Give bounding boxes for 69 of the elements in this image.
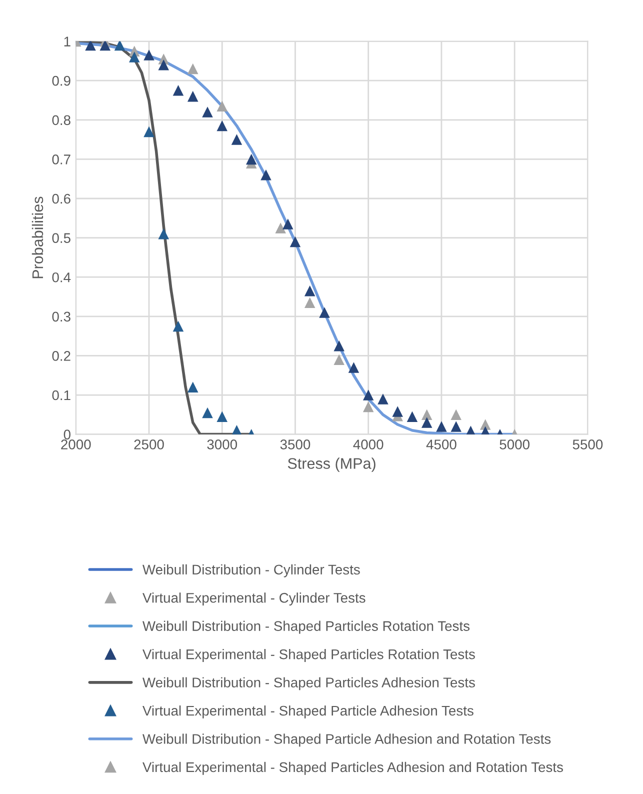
- point: [246, 154, 257, 165]
- y-tick-label: 0.1: [52, 390, 70, 400]
- point: [216, 120, 228, 132]
- point: [158, 59, 169, 70]
- x-tick-label: 4500: [426, 440, 456, 450]
- y-axis-title: Probabilities: [32, 196, 44, 278]
- y-tick-label: 0.8: [52, 115, 70, 126]
- y-tick-label: 0.7: [52, 154, 70, 164]
- point: [202, 106, 213, 118]
- point: [304, 297, 316, 308]
- legend-label: Weibull Distribution - Shaped Particles Adhesion Tests: [142, 677, 475, 690]
- point: [187, 63, 198, 74]
- point: [187, 90, 198, 102]
- point: [304, 285, 316, 296]
- point: [172, 320, 184, 332]
- point: [334, 340, 344, 352]
- point: [100, 41, 110, 51]
- point: [378, 394, 388, 404]
- point: [202, 407, 213, 418]
- point: [260, 170, 272, 180]
- x-tick-label: 4000: [353, 440, 384, 450]
- point: [334, 354, 344, 366]
- y-tick-label: 0.4: [52, 272, 71, 282]
- x-axis-title: Stress (MPa): [288, 458, 376, 472]
- point: [436, 421, 447, 432]
- point: [392, 406, 403, 417]
- point: [216, 100, 228, 112]
- x-tick-label: 5500: [572, 440, 603, 450]
- y-tick-label: 0.3: [52, 312, 70, 322]
- point: [290, 236, 301, 248]
- legend-label: Weibull Distribution - Cylinder Tests: [142, 564, 360, 578]
- legend-label: Weibull Distribution - Shaped Particles Rotation Tests: [142, 620, 470, 634]
- legend-label: Virtual Experimental - Shaped Particles Adhesion and Rotation Tests: [142, 762, 563, 775]
- point: [114, 41, 126, 51]
- point: [144, 50, 154, 60]
- y-tick-label: 0: [64, 430, 70, 440]
- point: [172, 85, 184, 96]
- point: [421, 417, 432, 428]
- x-tick-label: 2500: [134, 440, 164, 450]
- point: [231, 134, 242, 145]
- legend-label: Weibull Distribution - Shaped Particle Adhesion and Rotation Tests: [142, 734, 551, 747]
- point: [348, 362, 360, 373]
- point: [158, 228, 169, 240]
- point: [275, 222, 286, 234]
- legend-label: Virtual Experimental - Shaped Particle Adhesion Tests: [142, 705, 474, 718]
- point: [216, 411, 228, 422]
- point: [450, 421, 462, 432]
- point: [421, 409, 432, 420]
- x-tick-label: 5000: [500, 440, 530, 450]
- y-tick-label: 0.5: [52, 233, 70, 243]
- y-tick-label: 0.6: [52, 194, 70, 204]
- point: [362, 401, 374, 412]
- point: [406, 411, 418, 422]
- point: [282, 218, 294, 230]
- point: [362, 390, 374, 400]
- point: [319, 307, 330, 318]
- point: [85, 41, 96, 51]
- x-tick-label: 3500: [280, 440, 310, 450]
- x-tick-label: 2000: [61, 440, 91, 450]
- y-tick-label: 0.9: [52, 76, 70, 86]
- y-tick-label: 0.2: [52, 351, 70, 361]
- point: [144, 126, 154, 138]
- legend-label: Virtual Experimental - Shaped Particles Rotation Tests: [142, 649, 475, 662]
- point: [187, 382, 198, 393]
- x-tick-label: 3000: [207, 440, 238, 450]
- legend-label: Virtual Experimental - Cylinder Tests: [142, 592, 366, 606]
- point: [450, 409, 462, 420]
- point: [128, 52, 140, 62]
- y-tick-label: 1: [64, 36, 70, 46]
